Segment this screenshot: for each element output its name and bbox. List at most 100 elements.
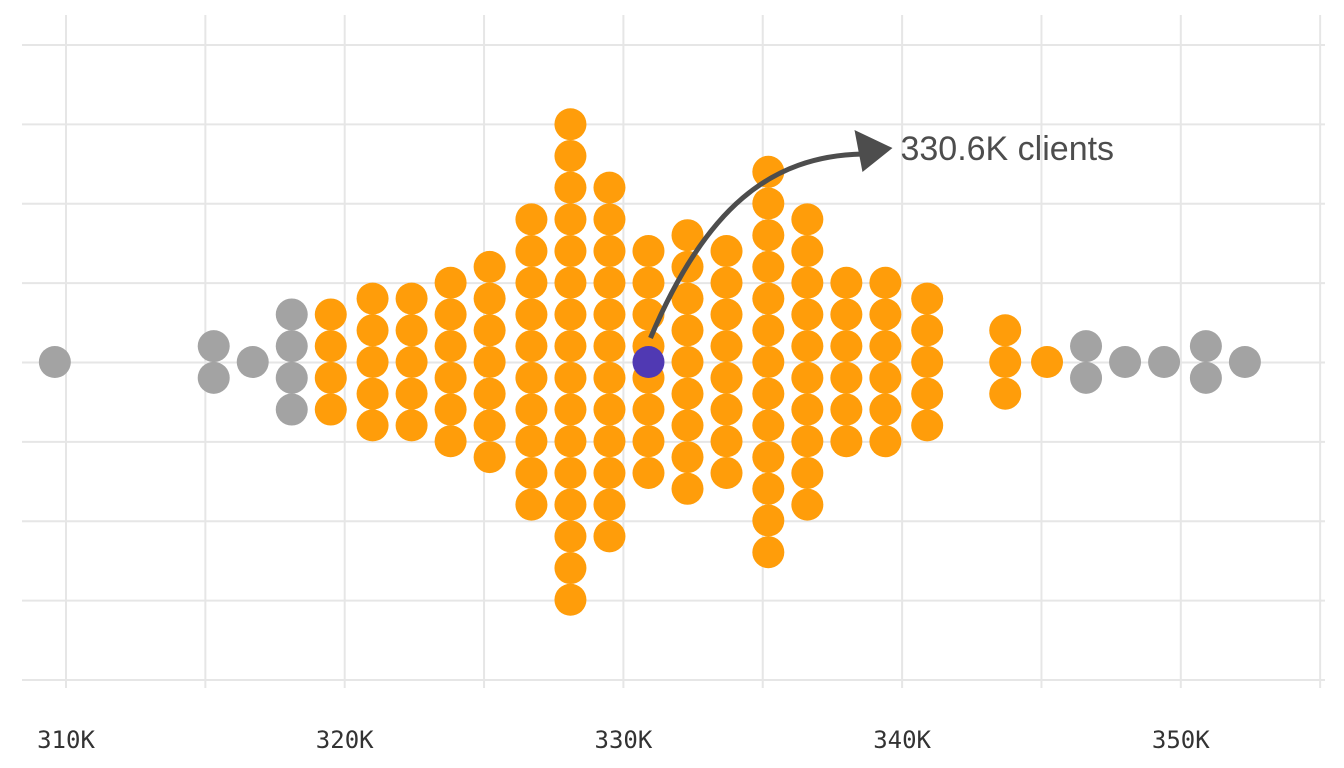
data-point	[554, 139, 587, 172]
data-point	[197, 330, 230, 363]
data-point	[473, 441, 506, 474]
data-point	[989, 314, 1022, 347]
data-point	[869, 361, 902, 394]
data-point	[869, 425, 902, 458]
data-point	[830, 393, 863, 426]
data-point	[752, 409, 785, 442]
data-point	[752, 314, 785, 347]
data-point	[791, 330, 824, 363]
data-point	[830, 425, 863, 458]
x-tick-label: 310K	[37, 726, 95, 754]
data-point	[356, 377, 389, 410]
data-point	[356, 314, 389, 347]
data-point	[554, 520, 587, 553]
data-point	[710, 298, 743, 331]
data-point	[395, 346, 428, 378]
data-point	[554, 108, 587, 141]
data-point	[752, 377, 785, 410]
data-point	[710, 330, 743, 363]
data-point	[869, 330, 902, 363]
annotation-arrow	[648, 151, 863, 339]
data-point	[554, 171, 587, 204]
data-point	[515, 235, 548, 268]
data-point	[869, 393, 902, 426]
data-point	[473, 346, 506, 378]
data-point	[554, 552, 587, 585]
data-point	[593, 425, 626, 458]
data-point	[314, 298, 347, 331]
data-point	[275, 361, 308, 394]
data-point	[434, 266, 467, 299]
data-point	[593, 330, 626, 363]
data-point	[671, 346, 704, 378]
data-point	[473, 409, 506, 442]
data-point	[710, 266, 743, 299]
data-point	[911, 377, 944, 410]
data-point	[752, 155, 785, 188]
data-point	[791, 203, 824, 236]
data-point	[989, 346, 1022, 378]
data-point	[554, 266, 587, 299]
data-point	[554, 298, 587, 331]
data-point	[275, 298, 308, 331]
data-point	[593, 235, 626, 268]
data-point	[911, 314, 944, 347]
data-point	[752, 282, 785, 315]
data-point	[395, 409, 428, 442]
data-point	[434, 361, 467, 394]
data-point	[830, 298, 863, 331]
data-point	[515, 330, 548, 363]
data-point	[752, 187, 785, 220]
data-point	[752, 441, 785, 474]
data-point	[632, 235, 665, 268]
data-point	[1189, 330, 1222, 363]
data-point	[515, 298, 548, 331]
data-point	[632, 425, 665, 458]
data-point	[554, 235, 587, 268]
data-point	[632, 266, 665, 299]
data-point	[275, 393, 308, 426]
x-tick-label: 320K	[316, 726, 374, 754]
data-point	[38, 346, 71, 378]
data-point	[752, 504, 785, 537]
data-point	[1031, 346, 1064, 378]
data-point	[830, 266, 863, 299]
data-point	[395, 282, 428, 315]
data-point	[791, 266, 824, 299]
x-tick-label: 350K	[1152, 726, 1210, 754]
data-point	[593, 456, 626, 489]
data-point	[593, 393, 626, 426]
data-point	[554, 488, 587, 521]
data-point	[671, 219, 704, 252]
data-point	[593, 298, 626, 331]
data-point	[434, 298, 467, 331]
data-point	[515, 488, 548, 521]
data-point	[314, 361, 347, 394]
data-point	[752, 219, 785, 252]
data-point	[554, 330, 587, 363]
data-point	[554, 361, 587, 394]
annotation: 330.6K clients	[648, 130, 1114, 339]
data-point	[710, 361, 743, 394]
data-point	[356, 282, 389, 315]
data-point	[869, 298, 902, 331]
data-point	[593, 520, 626, 553]
data-point	[356, 409, 389, 442]
x-tick-label: 340K	[873, 726, 931, 754]
data-point	[236, 346, 269, 378]
data-point	[593, 361, 626, 394]
data-point	[473, 314, 506, 347]
data-point	[197, 361, 230, 394]
data-point	[710, 456, 743, 489]
data-point	[1228, 346, 1261, 378]
data-point	[791, 235, 824, 268]
data-point	[671, 472, 704, 505]
data-point	[671, 282, 704, 315]
data-point	[671, 441, 704, 474]
data-point	[473, 282, 506, 315]
data-point	[515, 393, 548, 426]
dots	[38, 108, 1261, 616]
data-point	[515, 456, 548, 489]
data-point	[275, 330, 308, 363]
